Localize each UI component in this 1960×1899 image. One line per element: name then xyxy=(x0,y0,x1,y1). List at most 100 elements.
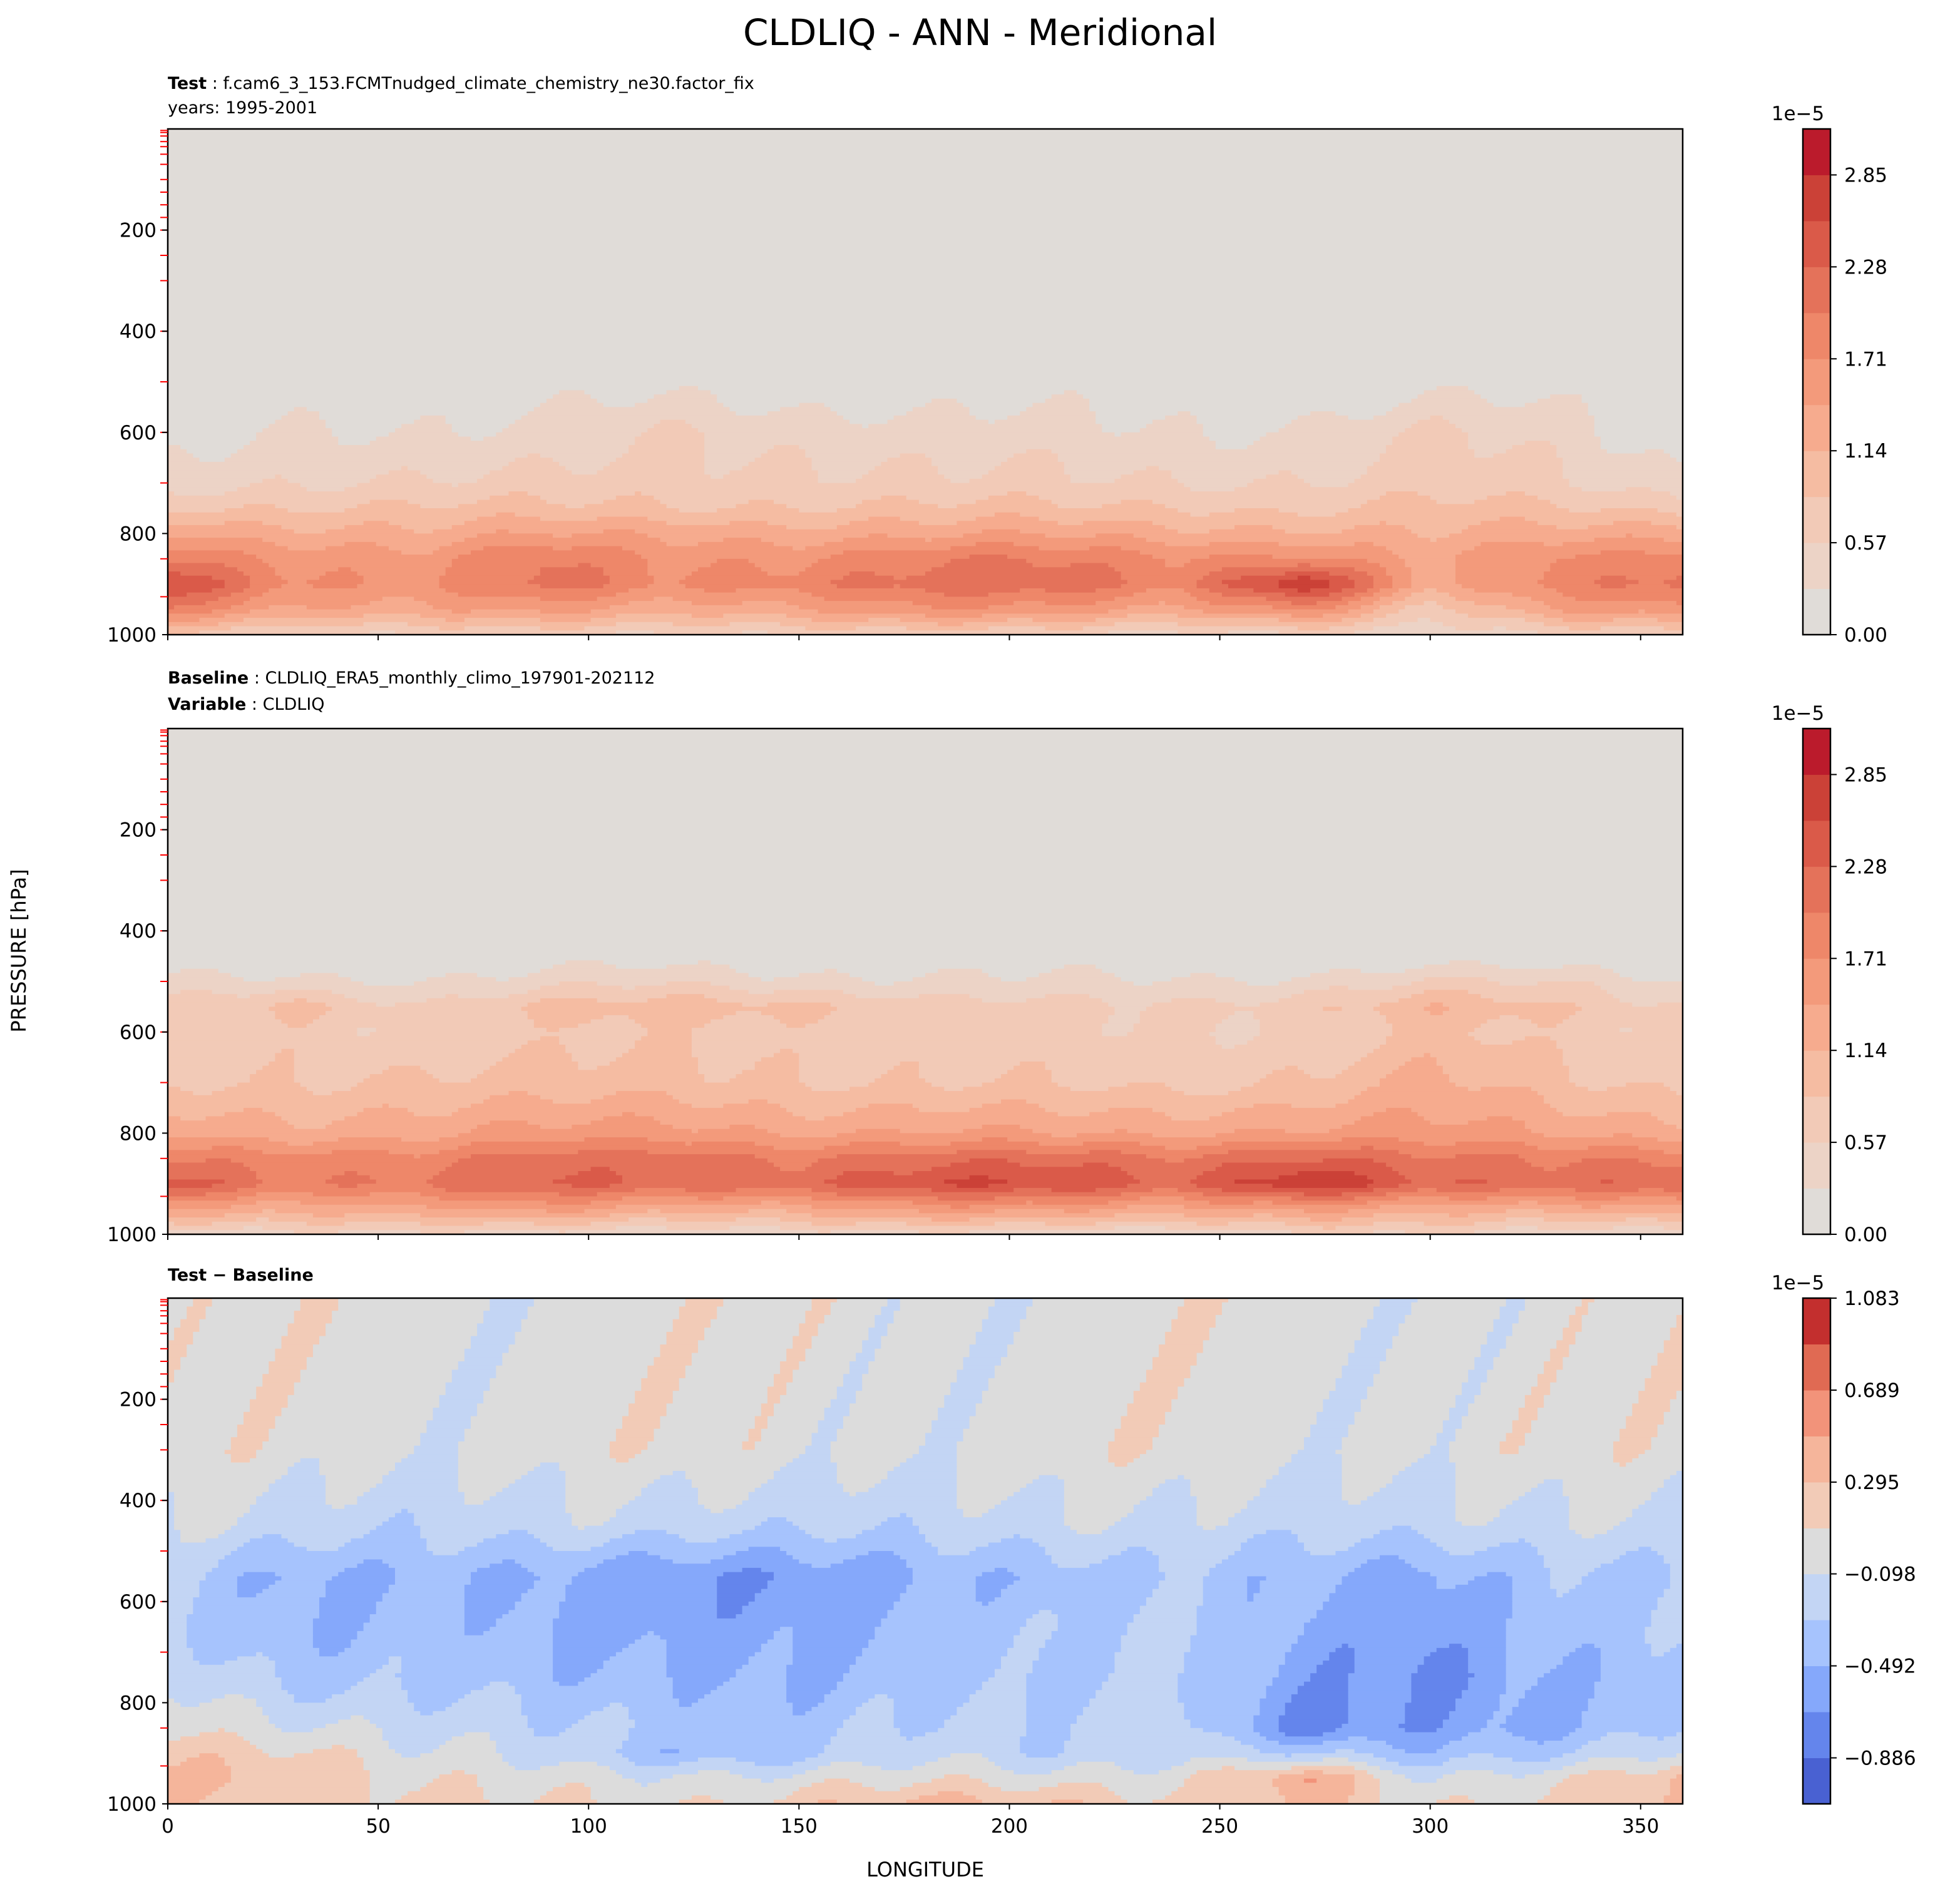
heatmap-cell xyxy=(445,1707,522,1712)
heatmap-cell xyxy=(1020,1741,1065,1746)
heatmap-cell xyxy=(168,1328,175,1333)
heatmap-cell xyxy=(1569,1074,1683,1079)
heatmap-cell xyxy=(168,1694,225,1699)
heatmap-cell xyxy=(1234,525,1273,530)
heatmap-cell xyxy=(1342,1492,1374,1497)
heatmap-cell xyxy=(471,1580,535,1585)
heatmap-cell xyxy=(471,436,484,441)
x-tick-label: 250 xyxy=(1201,1815,1238,1838)
heatmap-cell xyxy=(426,1538,484,1543)
heatmap-cell xyxy=(1266,1479,1343,1484)
heatmap-cell xyxy=(925,402,964,407)
heatmap-cell xyxy=(1114,1129,1128,1134)
heatmap-cell xyxy=(1556,588,1683,593)
heatmap-cell xyxy=(629,1217,667,1222)
heatmap-cell xyxy=(1417,1669,1469,1674)
heatmap-cell xyxy=(843,1374,863,1379)
heatmap-cell xyxy=(1512,1420,1532,1425)
heatmap-cell xyxy=(1663,1589,1683,1594)
heatmap-cell xyxy=(1171,1087,1241,1092)
heatmap-cell xyxy=(629,601,692,606)
heatmap-cell xyxy=(629,1458,793,1463)
heatmap-cell xyxy=(237,1521,383,1527)
heatmap-cell xyxy=(168,1150,263,1155)
heatmap-cell xyxy=(988,1306,1027,1311)
heatmap-cell xyxy=(1506,1437,1526,1442)
heatmap-cell xyxy=(269,1719,339,1724)
heatmap-cell xyxy=(1335,1074,1387,1079)
heatmap-cell xyxy=(363,1627,465,1632)
heatmap-cell xyxy=(615,622,674,627)
heatmap-cell xyxy=(1644,1630,1683,1636)
heatmap-cell xyxy=(615,495,655,501)
heatmap-cell xyxy=(439,1744,496,1750)
heatmap-cell xyxy=(881,1311,895,1316)
heatmap-cell xyxy=(168,973,232,978)
heatmap-cell xyxy=(1480,1023,1538,1028)
heatmap-cell xyxy=(1304,1070,1343,1075)
heatmap-cell xyxy=(420,1441,459,1446)
heatmap-cell xyxy=(836,1395,856,1400)
heatmap-cell xyxy=(1026,1728,1071,1733)
heatmap-cell xyxy=(717,1605,743,1610)
heatmap-cell xyxy=(900,1597,977,1602)
heatmap-cell xyxy=(168,1179,225,1184)
heatmap-cell xyxy=(1171,1328,1210,1333)
heatmap-cell xyxy=(1165,1340,1204,1345)
heatmap-cell xyxy=(862,1344,882,1349)
heatmap-cell xyxy=(1462,1694,1501,1699)
heatmap-cell xyxy=(918,1530,1077,1535)
heatmap-cell xyxy=(1020,1323,1172,1328)
colorbar-tick-label: 1.14 xyxy=(1844,440,1887,463)
heatmap-cell xyxy=(433,1175,566,1180)
heatmap-cell xyxy=(369,1791,408,1796)
heatmap-cell xyxy=(1013,1492,1065,1497)
heatmap-cell xyxy=(856,1555,901,1560)
heatmap-cell xyxy=(1518,1411,1538,1417)
heatmap-cell xyxy=(451,541,667,547)
heatmap-cell xyxy=(1663,1082,1683,1087)
heatmap-cell xyxy=(1487,1336,1507,1341)
heatmap-cell xyxy=(774,1374,793,1379)
heatmap-cell xyxy=(1411,1525,1570,1530)
heatmap-cell xyxy=(527,990,749,995)
heatmap-cell xyxy=(1133,1399,1172,1404)
heatmap-cell xyxy=(767,1391,787,1396)
heatmap-cell xyxy=(925,571,1122,576)
heatmap-cell xyxy=(1215,1133,1544,1138)
heatmap-cell xyxy=(1506,1209,1544,1214)
heatmap-cell xyxy=(1644,609,1683,614)
heatmap-cell xyxy=(1234,508,1280,513)
heatmap-cell xyxy=(1196,1496,1254,1501)
heatmap-cell xyxy=(502,1753,623,1758)
heatmap-cell xyxy=(388,546,440,551)
heatmap-cell xyxy=(395,1580,471,1585)
heatmap-cell xyxy=(275,1209,547,1214)
heatmap-cell xyxy=(1474,1395,1526,1400)
heatmap-cell xyxy=(363,1559,383,1564)
heatmap-cell xyxy=(1424,601,1437,606)
heatmap-cell xyxy=(168,411,289,416)
heatmap-cell xyxy=(414,596,541,601)
heatmap-cell xyxy=(508,424,655,429)
heatmap-cell xyxy=(351,1538,428,1543)
heatmap-cell xyxy=(1001,1593,1153,1598)
heatmap-cell xyxy=(187,1314,207,1320)
heatmap-cell xyxy=(818,558,951,564)
heatmap-cell xyxy=(647,1441,743,1446)
heatmap-cell xyxy=(1569,1513,1633,1518)
heatmap-cell xyxy=(982,474,1071,479)
heatmap-cell xyxy=(805,1357,856,1362)
heatmap-cell xyxy=(1354,1669,1419,1674)
heatmap-cell xyxy=(849,1141,901,1147)
heatmap-cell xyxy=(572,1184,610,1189)
heatmap-cell xyxy=(363,622,408,627)
heatmap-cell xyxy=(957,1471,1280,1476)
heatmap-cell xyxy=(843,1420,932,1425)
heatmap-cell xyxy=(326,1496,358,1501)
heatmap-cell xyxy=(205,1538,250,1543)
heatmap-cell xyxy=(1020,512,1191,518)
heatmap-cell xyxy=(704,1504,737,1510)
heatmap-cell xyxy=(458,1145,774,1150)
heatmap-cell xyxy=(1013,1340,1166,1345)
